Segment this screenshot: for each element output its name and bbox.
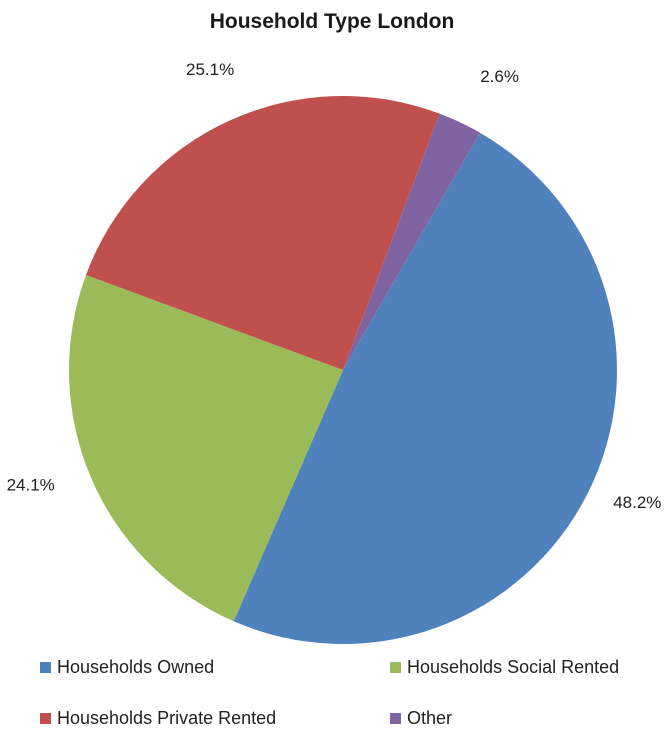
data-label-other: 2.6% [480,67,519,86]
legend-swatch [390,713,401,724]
pie-slice-households-owned [233,132,618,645]
legend-swatch [40,662,51,673]
legend-swatch [390,662,401,673]
data-label-households-social-rented: 24.1% [7,476,55,495]
pie-slice-households-private-rented [85,96,440,371]
chart-title: Household Type London [209,10,455,33]
legend-swatch [40,713,51,724]
pie-slice-other [343,113,480,370]
pie-slice-households-social-rented [69,275,343,622]
legend-label: Other [407,708,453,728]
chart-legend: Households Owned Households Social Rente… [40,657,660,729]
legend-item-households-social-rented: Households Social Rented [390,657,619,678]
legend-item-households-owned: Households Owned [40,657,214,678]
legend-label: Households Social Rented [407,657,620,677]
data-label-households-private-rented: 25.1% [186,60,234,79]
legend-label: Households Private Rented [57,708,277,728]
legend-item-households-private-rented: Households Private Rented [40,708,276,729]
legend-item-other: Other [390,708,452,729]
legend-label: Households Owned [57,657,215,677]
pie-chart: 48.2% 24.1% 25.1% 2.6% [7,60,661,645]
data-label-households-owned: 48.2% [613,493,661,512]
